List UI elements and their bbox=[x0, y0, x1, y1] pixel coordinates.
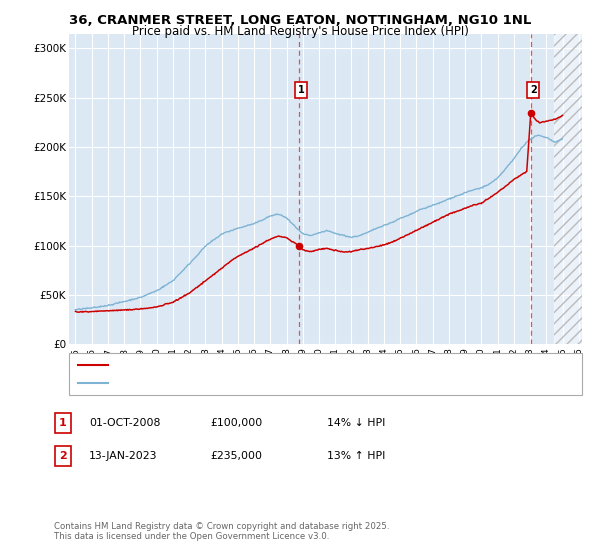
Text: 01-OCT-2008: 01-OCT-2008 bbox=[89, 418, 160, 428]
Text: 13% ↑ HPI: 13% ↑ HPI bbox=[327, 451, 385, 461]
Text: £100,000: £100,000 bbox=[210, 418, 262, 428]
Text: HPI: Average price, semi-detached house, Erewash: HPI: Average price, semi-detached house,… bbox=[117, 379, 359, 388]
Text: Contains HM Land Registry data © Crown copyright and database right 2025.
This d: Contains HM Land Registry data © Crown c… bbox=[54, 522, 389, 542]
Text: 36, CRANMER STREET, LONG EATON, NOTTINGHAM, NG10 1NL (semi-detached house): 36, CRANMER STREET, LONG EATON, NOTTINGH… bbox=[117, 360, 525, 369]
Text: 36, CRANMER STREET, LONG EATON, NOTTINGHAM, NG10 1NL: 36, CRANMER STREET, LONG EATON, NOTTINGH… bbox=[69, 14, 531, 27]
Text: 2: 2 bbox=[530, 85, 536, 95]
Text: 2: 2 bbox=[59, 451, 67, 461]
Text: Price paid vs. HM Land Registry's House Price Index (HPI): Price paid vs. HM Land Registry's House … bbox=[131, 25, 469, 38]
Text: £235,000: £235,000 bbox=[210, 451, 262, 461]
Text: 13-JAN-2023: 13-JAN-2023 bbox=[89, 451, 157, 461]
Text: 1: 1 bbox=[59, 418, 67, 428]
Text: 14% ↓ HPI: 14% ↓ HPI bbox=[327, 418, 385, 428]
Text: 1: 1 bbox=[298, 85, 305, 95]
